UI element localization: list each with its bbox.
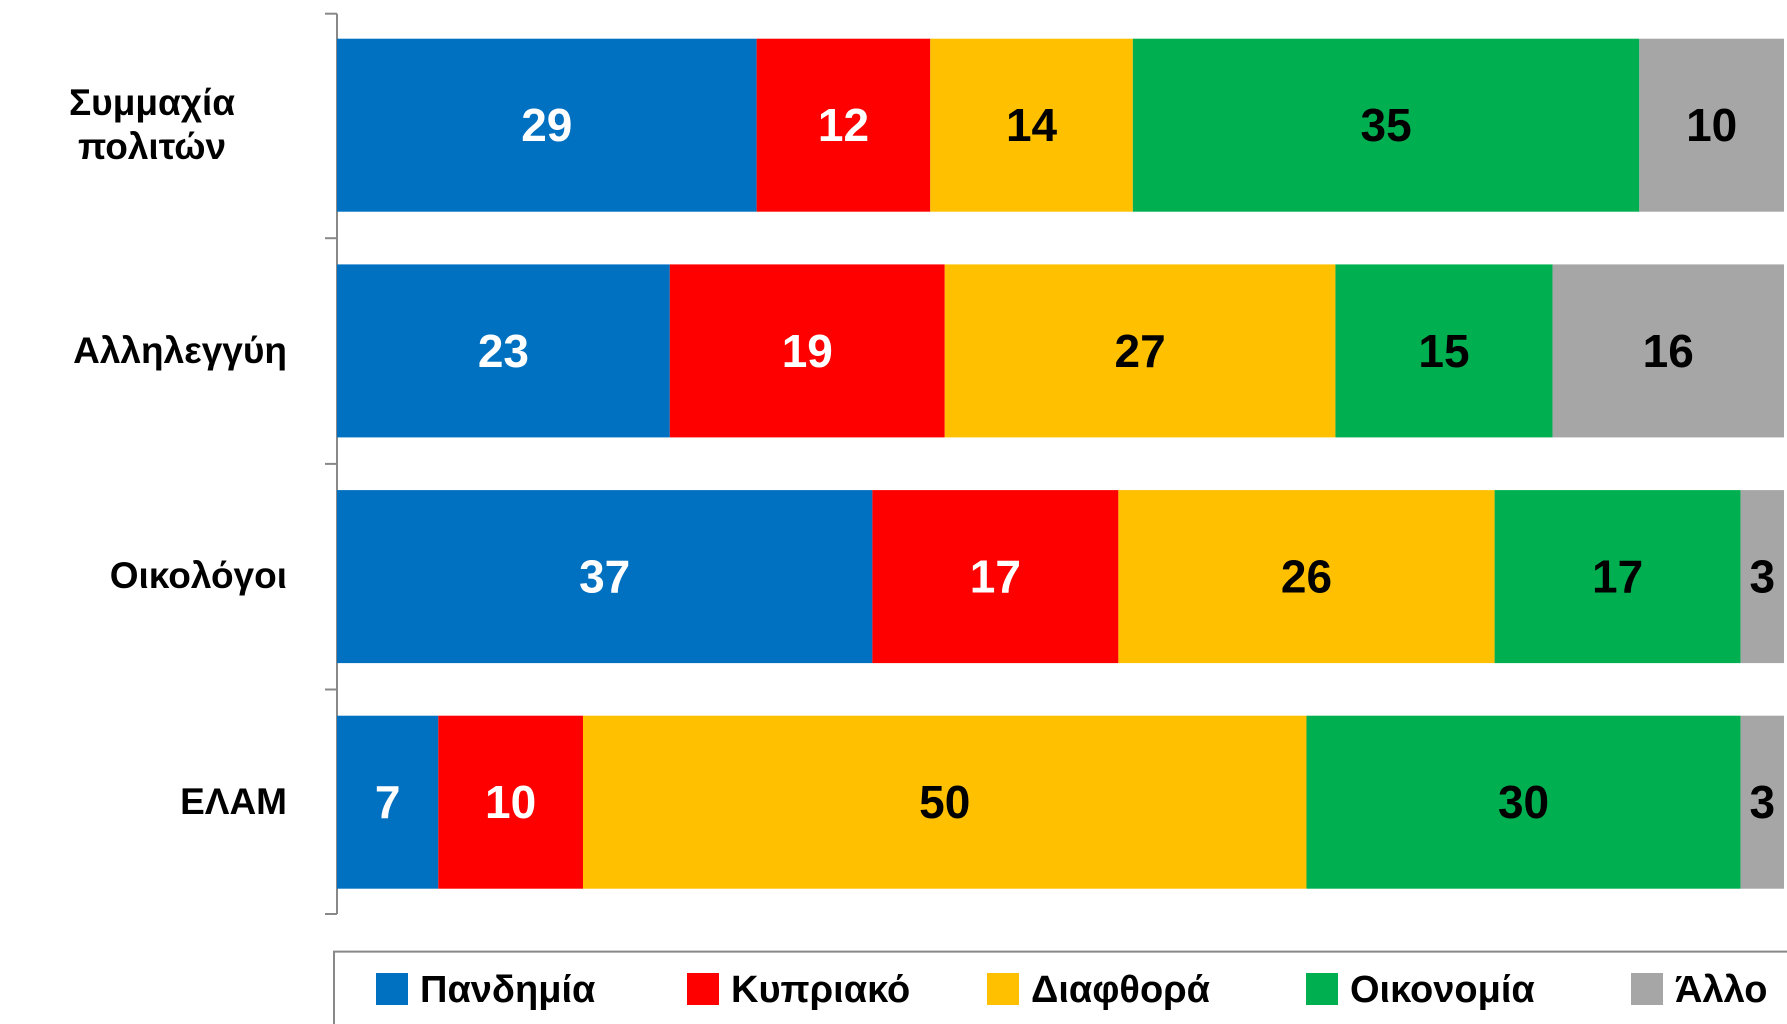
- value-label: 15: [1418, 325, 1469, 377]
- bar-segment: [1740, 715, 1784, 889]
- value-label: 12: [818, 99, 869, 151]
- legend-swatch: [1306, 973, 1338, 1005]
- bar-segment: [1639, 38, 1784, 212]
- value-label: 3: [1749, 551, 1775, 603]
- bar-segment: [756, 38, 931, 212]
- value-label: 27: [1114, 325, 1165, 377]
- category-label-box: ΕΛΑΜ: [0, 716, 287, 889]
- value-label: 29: [521, 99, 572, 151]
- bar-segment: [1494, 490, 1741, 664]
- category-label: Οικολόγοι: [109, 555, 287, 597]
- bar-segment: [669, 264, 945, 438]
- bar-segment: [337, 264, 670, 438]
- legend-swatch: [987, 973, 1019, 1005]
- value-label: 17: [1592, 551, 1643, 603]
- value-label: 7: [375, 776, 401, 828]
- value-label: 23: [478, 325, 529, 377]
- bar-segment: [1740, 490, 1784, 664]
- bar-segment: [872, 490, 1119, 664]
- bar-segment: [944, 264, 1336, 438]
- category-label: Αλληλεγγύη: [73, 329, 287, 371]
- legend-label: Διαφθορά: [1031, 969, 1210, 1011]
- value-label: 3: [1749, 776, 1775, 828]
- bar-segment: [1132, 38, 1640, 212]
- bar-segment: [1118, 490, 1495, 664]
- bar-segment: [438, 715, 583, 889]
- legend-label: Πανδημία: [420, 969, 595, 1011]
- bar-segment: [1552, 264, 1784, 438]
- legend-label: Οικονομία: [1350, 969, 1535, 1011]
- bar-segment: [1335, 264, 1553, 438]
- category-label: Συμμαχία πολιτών: [68, 81, 236, 168]
- value-label: 16: [1643, 325, 1694, 377]
- category-label-box: Οικολόγοι: [0, 490, 287, 663]
- value-label: 17: [970, 551, 1021, 603]
- category-label-box: Συμμαχία πολιτών: [0, 39, 287, 212]
- value-label: 19: [782, 325, 833, 377]
- legend-swatch: [1631, 973, 1663, 1005]
- value-label: 30: [1498, 776, 1549, 828]
- value-label: 14: [1006, 99, 1058, 151]
- legend-frame: [333, 950, 1787, 1024]
- value-label: 50: [919, 776, 970, 828]
- value-label: 10: [485, 776, 536, 828]
- bar-segment: [337, 715, 439, 889]
- value-label: 37: [579, 551, 630, 603]
- bar-segment: [337, 38, 757, 212]
- value-label: 10: [1686, 99, 1737, 151]
- legend-swatch: [687, 973, 719, 1005]
- legend-label: Άλλο: [1675, 969, 1767, 1011]
- bar-segment: [1306, 715, 1741, 889]
- category-label-box: Αλληλεγγύη: [0, 264, 287, 437]
- bar-segment: [930, 38, 1133, 212]
- bar-segment: [337, 490, 873, 664]
- category-label: ΕΛΑΜ: [180, 780, 287, 822]
- bar-segment: [582, 715, 1307, 889]
- value-label: 26: [1281, 551, 1332, 603]
- legend-swatch: [376, 973, 408, 1005]
- value-label: 35: [1360, 99, 1411, 151]
- legend-label: Κυπριακό: [731, 969, 910, 1011]
